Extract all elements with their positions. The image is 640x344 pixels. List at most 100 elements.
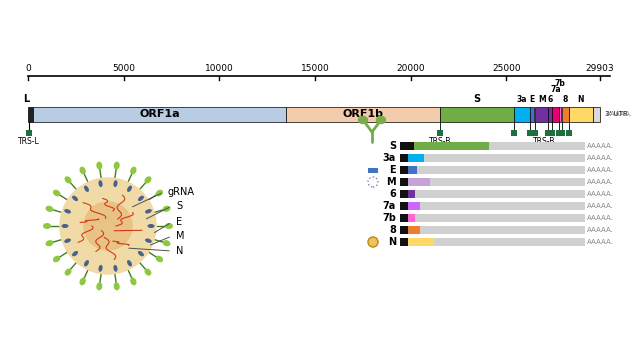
Text: 5000: 5000	[112, 64, 135, 73]
Text: 29903: 29903	[586, 64, 614, 73]
Text: 20000: 20000	[396, 64, 425, 73]
Circle shape	[60, 178, 156, 274]
Ellipse shape	[145, 176, 152, 183]
Text: N: N	[176, 246, 184, 256]
Text: M: M	[176, 231, 184, 241]
Bar	[400, 166, 585, 174]
Bar	[400, 202, 408, 210]
Bar	[400, 238, 585, 246]
Text: 10000: 10000	[205, 64, 234, 73]
Bar	[566, 129, 572, 136]
Ellipse shape	[45, 240, 53, 246]
Text: S: S	[176, 201, 182, 211]
Text: M: M	[387, 177, 396, 187]
Text: TRS-L: TRS-L	[18, 138, 40, 147]
Bar	[400, 190, 408, 198]
Text: gRNA: gRNA	[168, 187, 195, 197]
Text: 6: 6	[389, 189, 396, 199]
Ellipse shape	[64, 238, 71, 243]
Ellipse shape	[130, 166, 136, 174]
Bar	[559, 129, 564, 136]
Text: 3a: 3a	[516, 96, 527, 105]
Ellipse shape	[84, 185, 89, 192]
Text: AAAAA.: AAAAA.	[587, 167, 614, 173]
Text: M: M	[538, 96, 546, 105]
Text: AAAAA.: AAAAA.	[587, 215, 614, 221]
FancyBboxPatch shape	[28, 107, 33, 121]
Ellipse shape	[156, 190, 163, 196]
Circle shape	[84, 202, 132, 250]
FancyBboxPatch shape	[552, 107, 559, 121]
Ellipse shape	[138, 251, 144, 256]
Text: E: E	[176, 217, 182, 227]
Ellipse shape	[145, 209, 152, 214]
Bar	[400, 166, 408, 174]
FancyBboxPatch shape	[285, 107, 440, 121]
Ellipse shape	[53, 190, 60, 196]
Bar	[549, 129, 555, 136]
Ellipse shape	[376, 117, 385, 123]
FancyBboxPatch shape	[561, 107, 568, 121]
Ellipse shape	[145, 269, 152, 276]
Ellipse shape	[72, 251, 78, 256]
FancyBboxPatch shape	[559, 107, 561, 121]
Bar	[408, 166, 417, 174]
Ellipse shape	[84, 260, 89, 267]
Ellipse shape	[147, 224, 154, 228]
Bar	[408, 190, 415, 198]
Bar	[408, 202, 420, 210]
Text: E: E	[529, 96, 535, 105]
Text: AAAAA.: AAAAA.	[587, 227, 614, 233]
Ellipse shape	[114, 162, 120, 170]
Ellipse shape	[99, 180, 102, 187]
Bar	[400, 202, 585, 210]
Ellipse shape	[113, 265, 118, 272]
Text: 7b: 7b	[382, 213, 396, 223]
Ellipse shape	[165, 223, 173, 229]
Bar	[527, 129, 533, 136]
Text: 0: 0	[25, 64, 31, 73]
FancyBboxPatch shape	[33, 107, 285, 121]
Bar	[408, 178, 430, 186]
Text: 7a: 7a	[383, 201, 396, 211]
Ellipse shape	[138, 196, 144, 201]
FancyBboxPatch shape	[535, 107, 548, 121]
Ellipse shape	[96, 162, 102, 170]
Text: 3a: 3a	[383, 153, 396, 163]
Bar	[408, 214, 415, 222]
Text: AAAAA.: AAAAA.	[587, 191, 614, 197]
Text: TRS-B: TRS-B	[533, 138, 556, 147]
Text: AAAAA.: AAAAA.	[587, 239, 614, 245]
Bar	[408, 154, 424, 162]
Bar	[400, 142, 414, 150]
FancyBboxPatch shape	[440, 107, 513, 121]
Ellipse shape	[65, 176, 72, 183]
Bar	[438, 129, 444, 136]
Text: TRS-B: TRS-B	[429, 138, 452, 147]
Bar	[511, 129, 516, 136]
Bar	[556, 129, 562, 136]
Text: ORF1a: ORF1a	[139, 109, 180, 119]
Bar	[400, 214, 408, 222]
Ellipse shape	[113, 180, 118, 187]
Ellipse shape	[53, 256, 60, 262]
Text: 7b: 7b	[555, 78, 566, 87]
Ellipse shape	[127, 260, 132, 267]
Text: S: S	[389, 141, 396, 151]
Ellipse shape	[99, 265, 102, 272]
Ellipse shape	[163, 206, 170, 212]
Ellipse shape	[96, 282, 102, 290]
Text: ORF1b: ORF1b	[342, 109, 383, 119]
Bar	[414, 142, 489, 150]
Text: 7a: 7a	[550, 85, 561, 94]
Ellipse shape	[72, 196, 78, 201]
FancyBboxPatch shape	[569, 107, 593, 121]
Text: 6: 6	[547, 96, 553, 105]
Bar	[400, 214, 585, 222]
Ellipse shape	[64, 209, 71, 214]
FancyBboxPatch shape	[514, 107, 529, 121]
Text: AAAAA.: AAAAA.	[587, 143, 614, 149]
FancyBboxPatch shape	[530, 107, 534, 121]
Text: AAAAA.: AAAAA.	[605, 111, 632, 117]
Ellipse shape	[43, 223, 51, 229]
